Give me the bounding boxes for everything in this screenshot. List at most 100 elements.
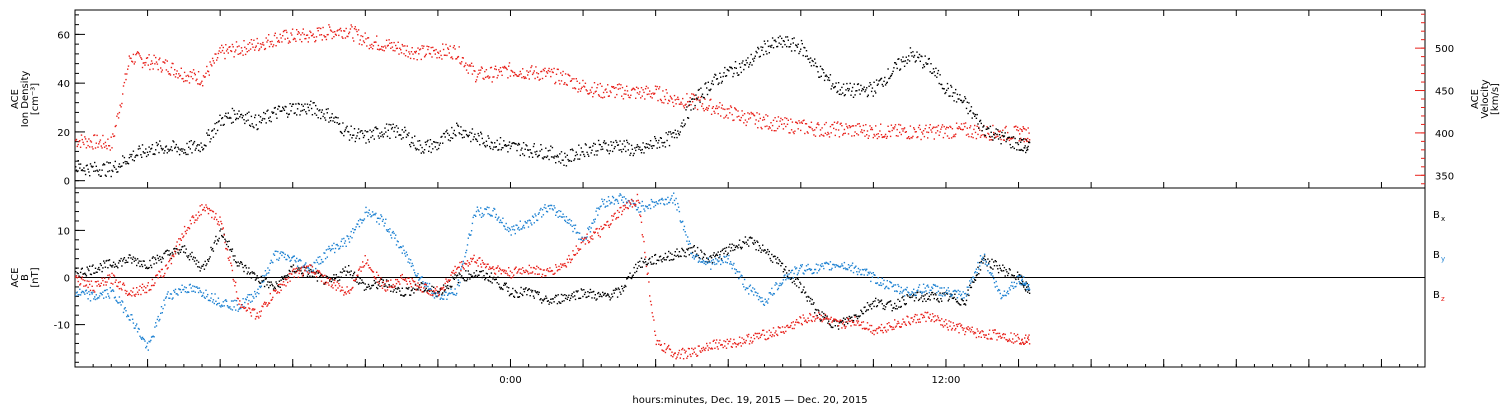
bx-series-point bbox=[894, 308, 897, 310]
density-series-point bbox=[428, 145, 431, 148]
density-series-point bbox=[109, 162, 111, 164]
bx-series-point bbox=[753, 239, 756, 242]
velocity-series-point bbox=[329, 29, 332, 31]
by-series-point bbox=[1028, 284, 1030, 286]
by-series-point bbox=[723, 255, 725, 258]
velocity-series-point bbox=[468, 65, 470, 67]
by-series-point bbox=[103, 297, 105, 299]
by-series-point bbox=[515, 224, 517, 226]
bx-series-point bbox=[318, 271, 320, 274]
by-series-point bbox=[385, 218, 387, 220]
bx-series-point bbox=[160, 261, 163, 263]
bx-series-point bbox=[725, 246, 728, 249]
velocity-series-point bbox=[734, 108, 737, 110]
by-series-point bbox=[517, 228, 519, 230]
density-series-point bbox=[705, 82, 707, 84]
bx-series-point bbox=[591, 297, 593, 299]
bx-series-point bbox=[185, 248, 187, 250]
density-series-point bbox=[710, 82, 713, 85]
velocity-series-point bbox=[199, 83, 201, 86]
bx-series-point bbox=[479, 270, 481, 273]
density-series-point bbox=[896, 67, 898, 70]
by-series-point bbox=[637, 206, 639, 209]
velocity-series-point bbox=[237, 53, 239, 55]
velocity-series-point bbox=[112, 133, 114, 135]
by-series-point bbox=[835, 264, 837, 266]
density-series-point bbox=[882, 85, 884, 87]
bx-series-point bbox=[467, 270, 469, 272]
bx-series-point bbox=[438, 291, 441, 293]
density-series-point bbox=[294, 112, 296, 114]
density-series-point bbox=[701, 93, 704, 95]
by-series-point bbox=[860, 273, 862, 276]
density-series-point bbox=[619, 140, 621, 142]
velocity-series-point bbox=[420, 58, 422, 61]
density-series-point bbox=[906, 62, 908, 64]
bx-series-point bbox=[799, 281, 801, 284]
bz-series-point bbox=[161, 268, 163, 271]
density-series-point bbox=[249, 124, 251, 126]
by-series-point bbox=[809, 268, 811, 270]
bz-series-point bbox=[76, 277, 78, 279]
density-series-point bbox=[403, 131, 405, 133]
velocity-series-point bbox=[295, 40, 297, 42]
density-series-point bbox=[564, 156, 567, 158]
velocity-series-point bbox=[448, 52, 450, 54]
velocity-series-point bbox=[1019, 133, 1021, 135]
velocity-series-point bbox=[92, 148, 94, 150]
bx-series-point bbox=[776, 262, 778, 264]
by-series-point bbox=[599, 206, 601, 208]
by-series-point bbox=[944, 294, 946, 297]
by-series-point bbox=[353, 231, 355, 234]
density-series-point bbox=[976, 113, 978, 116]
bx-series-point bbox=[869, 305, 871, 308]
velocity-series-point bbox=[497, 74, 499, 77]
bz-series-point bbox=[84, 279, 86, 282]
by-series-point bbox=[833, 264, 836, 266]
bx-series-point bbox=[462, 277, 464, 280]
by-series-point bbox=[1011, 281, 1013, 284]
velocity-series-point bbox=[201, 80, 203, 82]
velocity-series-point bbox=[947, 127, 949, 129]
density-series-point bbox=[197, 149, 200, 152]
by-series-point bbox=[553, 205, 555, 207]
density-series-point bbox=[597, 150, 599, 152]
density-series-point bbox=[682, 119, 685, 121]
density-series-point bbox=[528, 156, 530, 158]
density-series-point bbox=[1026, 149, 1028, 152]
by-series-point bbox=[269, 262, 271, 264]
bx-series-point bbox=[582, 295, 584, 298]
bx-series-point bbox=[955, 298, 957, 301]
bx-series-point bbox=[963, 303, 965, 305]
density-series-point bbox=[324, 119, 327, 121]
density-series-point bbox=[144, 152, 146, 154]
by-series-point bbox=[287, 254, 289, 256]
velocity-series-point bbox=[811, 128, 813, 130]
bx-series-point bbox=[730, 247, 733, 249]
bz-series-point bbox=[119, 281, 121, 283]
by-series-point bbox=[830, 269, 832, 271]
density-series-point bbox=[315, 114, 318, 116]
bz-series-point bbox=[170, 262, 173, 265]
density-series-point bbox=[984, 135, 987, 137]
density-series-point bbox=[962, 101, 964, 103]
bz-series-point bbox=[140, 293, 142, 296]
bx-series-point bbox=[242, 266, 244, 269]
bx-series-point bbox=[705, 261, 707, 263]
velocity-series-point bbox=[619, 87, 621, 90]
bx-series-point bbox=[148, 266, 150, 269]
bx-series-point bbox=[385, 285, 387, 287]
velocity-series-point bbox=[85, 147, 88, 149]
bz-series-point bbox=[135, 293, 137, 295]
density-series-point bbox=[425, 143, 427, 146]
bx-series-point bbox=[968, 294, 970, 297]
velocity-series-point bbox=[287, 42, 290, 44]
density-series-point bbox=[550, 156, 553, 158]
velocity-series-point bbox=[624, 89, 626, 92]
bz-series-point bbox=[232, 278, 234, 281]
velocity-series-point bbox=[351, 26, 353, 28]
velocity-series-point bbox=[545, 71, 548, 73]
density-series-point bbox=[235, 118, 237, 121]
density-series-point bbox=[782, 40, 785, 42]
velocity-series-point bbox=[560, 72, 562, 74]
